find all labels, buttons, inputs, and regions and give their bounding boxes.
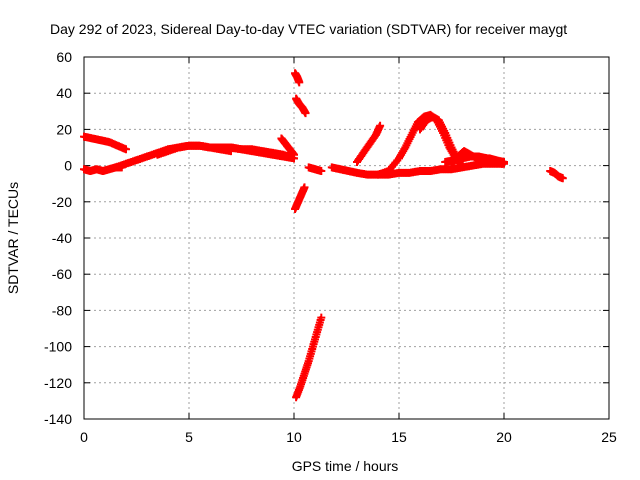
series-arc-i <box>291 183 309 214</box>
axis-ticks: 0 5 10 15 20 25 60 40 20 0 -20 -40 -60 -80 -100 -120 -14… <box>44 49 617 445</box>
y-tick-label: -80 <box>52 302 72 318</box>
series-arc-h <box>292 94 310 118</box>
data-point <box>290 150 298 159</box>
y-tick-label: -140 <box>44 411 72 427</box>
y-tick-label: 20 <box>56 121 72 137</box>
data-point <box>295 78 304 87</box>
series-arc-g <box>291 69 304 87</box>
x-tick-label: 25 <box>601 429 617 445</box>
data-points <box>80 69 567 402</box>
x-tick-label: 20 <box>496 429 512 445</box>
series-arc-b <box>80 163 126 176</box>
y-tick-label: 40 <box>56 85 72 101</box>
data-point <box>301 109 310 118</box>
data-point <box>300 183 309 192</box>
series-arc-f <box>277 134 298 159</box>
x-tick-label: 5 <box>185 429 193 445</box>
x-tick-label: 10 <box>286 429 302 445</box>
series-arc-s <box>546 167 567 183</box>
series-arc-r <box>479 154 506 168</box>
data-point <box>458 161 466 170</box>
x-axis-label: GPS time / hours <box>292 458 399 474</box>
series-arc-m <box>353 121 385 166</box>
x-tick-label: 15 <box>391 429 407 445</box>
series-arc-j <box>292 313 326 402</box>
x-tick-label: 0 <box>80 429 88 445</box>
chart-title: Day 292 of 2023, Sidereal Day-to-day VTE… <box>50 21 567 37</box>
y-tick-label: 60 <box>56 49 72 65</box>
y-tick-label: -20 <box>52 194 72 210</box>
y-tick-label: -120 <box>44 375 72 391</box>
y-tick-label: -60 <box>52 266 72 282</box>
y-tick-label: 0 <box>64 158 72 174</box>
series-arc-e <box>216 143 298 163</box>
data-point <box>317 167 326 176</box>
y-tick-label: -40 <box>52 230 72 246</box>
series-arc-a <box>80 132 130 154</box>
y-axis-label: SDTVAR / TECUs <box>5 182 21 294</box>
data-point <box>122 145 130 154</box>
data-point <box>317 313 326 322</box>
series-arc-k <box>304 163 326 176</box>
data-point <box>376 121 385 130</box>
data-point <box>497 159 506 168</box>
y-tick-label: -100 <box>44 339 72 355</box>
series-arc-d <box>153 141 235 159</box>
data-point <box>558 174 567 183</box>
grid-lines <box>84 57 609 419</box>
